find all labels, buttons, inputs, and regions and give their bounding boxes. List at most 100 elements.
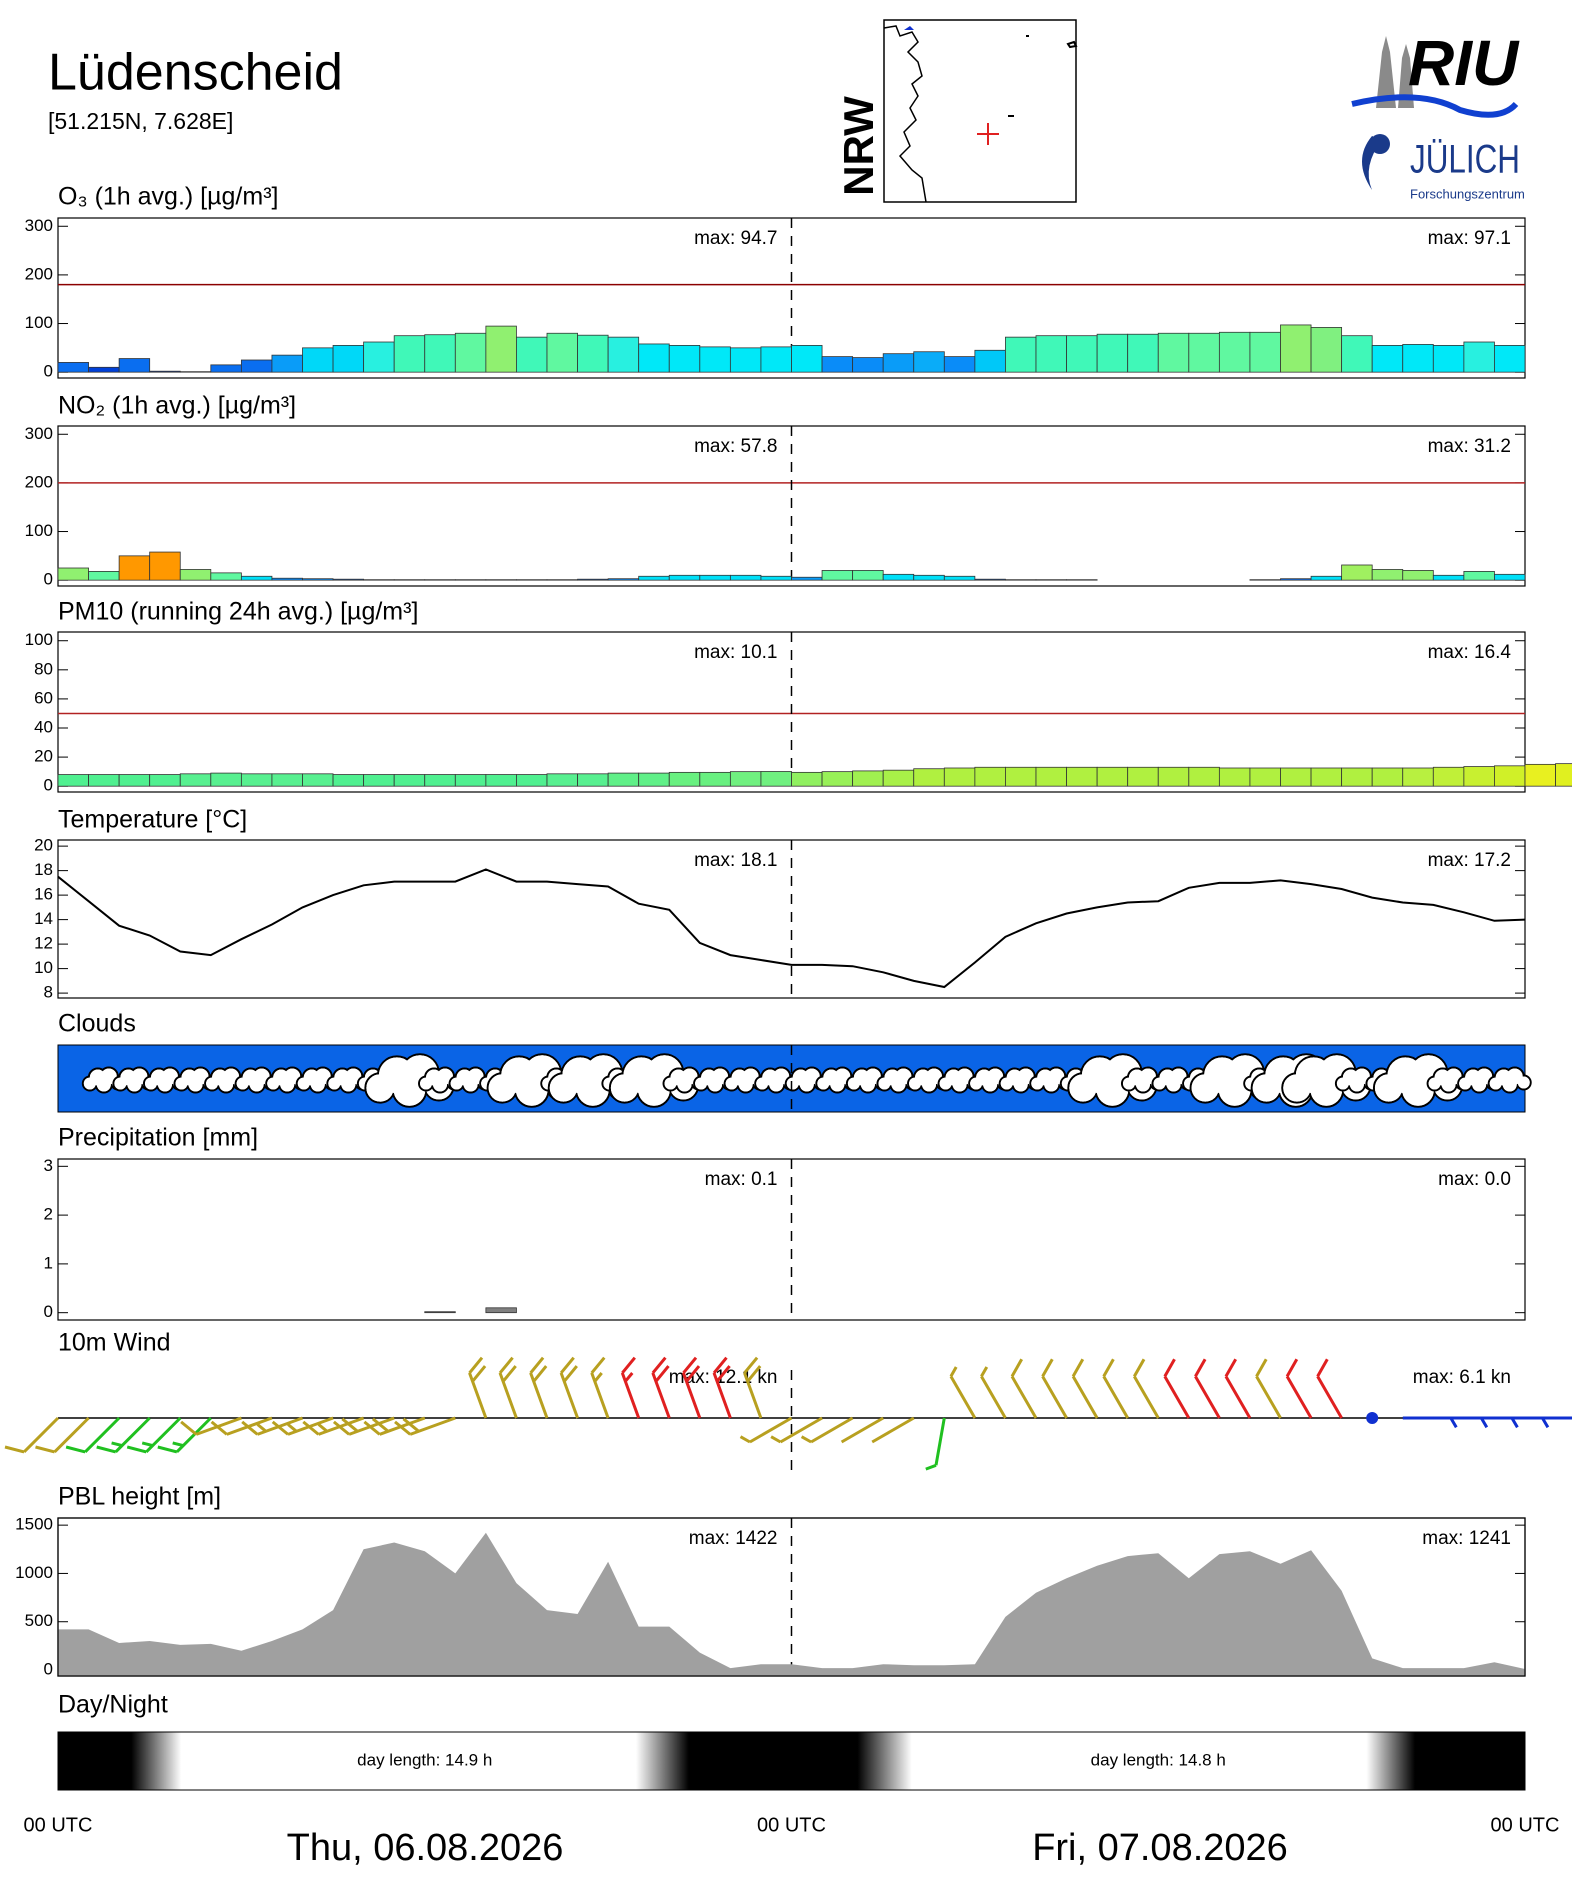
- y-tick-label: 60: [34, 688, 53, 707]
- cloud-fill: [515, 1074, 548, 1106]
- cloud-fill: [1310, 1074, 1343, 1106]
- bar: [638, 343, 670, 373]
- bar: [1555, 763, 1572, 787]
- max-label: max: 18.1: [694, 850, 777, 871]
- panel-title: Day/Night: [58, 1691, 168, 1719]
- cloud-fill: [1349, 1077, 1364, 1092]
- bar: [149, 551, 181, 581]
- bar: [57, 774, 89, 787]
- map-water: [904, 26, 914, 30]
- bar: [210, 772, 242, 787]
- cloud-fill: [280, 1077, 295, 1092]
- cloud-fill: [1096, 1074, 1129, 1106]
- y-tick-label: 300: [25, 216, 53, 235]
- bar: [1432, 345, 1465, 373]
- bar: [791, 576, 823, 581]
- bar: [577, 578, 609, 581]
- bar: [882, 769, 915, 787]
- bar: [240, 359, 273, 373]
- wind-barb: [394, 1416, 456, 1436]
- y-tick-label: 20: [34, 747, 53, 766]
- wind-barb: [529, 1356, 549, 1419]
- bar: [1402, 344, 1434, 373]
- y-tick-label: 0: [44, 776, 53, 795]
- cloud-fill: [127, 1077, 142, 1092]
- panel-title: O₃ (1h avg.) [µg/m³]: [58, 183, 278, 211]
- y-tick-label: 2: [44, 1205, 53, 1224]
- y-tick-label: 1500: [15, 1515, 53, 1534]
- y-tick-label: 10: [34, 958, 53, 977]
- bar: [118, 774, 151, 787]
- bar: [729, 771, 762, 787]
- y-tick-label: 200: [25, 264, 53, 283]
- bar: [454, 332, 487, 373]
- panel-title: NO₂ (1h avg.) [µg/m³]: [58, 392, 296, 420]
- y-tick-label: 16: [34, 885, 53, 904]
- bar: [1249, 767, 1281, 787]
- bar: [1463, 341, 1495, 373]
- y-tick-label: 12: [34, 934, 53, 953]
- bar: [149, 370, 181, 373]
- bar: [974, 578, 1006, 581]
- logo-julich: JÜLICH: [1410, 138, 1520, 182]
- max-label: max: 94.7: [694, 228, 777, 249]
- max-label: max: 10.1: [694, 642, 777, 663]
- cloud-icon: [486, 1053, 577, 1108]
- bar: [1402, 767, 1434, 787]
- wind-barb: [949, 1366, 977, 1419]
- cloud-fill: [188, 1077, 203, 1092]
- bar: [1402, 570, 1434, 581]
- y-tick-label: 40: [34, 717, 53, 736]
- logo-sub: Forschungszentrum: [1410, 186, 1525, 201]
- bar: [302, 347, 334, 373]
- wind-barb: [980, 1366, 1007, 1419]
- bar: [1096, 766, 1129, 787]
- cloud-icon: [754, 1066, 799, 1094]
- logo-dot: [1370, 134, 1390, 154]
- bar: [668, 771, 701, 787]
- bar: [1432, 766, 1465, 787]
- bar: [1494, 765, 1526, 787]
- bar: [546, 773, 578, 787]
- cloud-fill: [708, 1077, 723, 1092]
- cloud-icon: [723, 1066, 768, 1094]
- bar: [791, 771, 823, 787]
- bar: [699, 346, 731, 373]
- bar: [332, 345, 365, 373]
- y-tick-label: 500: [25, 1611, 53, 1630]
- max-label: max: 0.1: [705, 1169, 778, 1190]
- bar: [577, 334, 609, 373]
- bar: [1341, 335, 1373, 373]
- cloud-icon: [1281, 1053, 1372, 1108]
- wind-barb: [770, 1416, 823, 1444]
- logo-tower: [1376, 36, 1414, 108]
- bar: [118, 555, 151, 581]
- max-label: max: 31.2: [1428, 436, 1511, 457]
- y-tick-label: 1000: [15, 1563, 53, 1582]
- bar: [607, 336, 640, 373]
- cloud-fill: [219, 1077, 234, 1092]
- cloud-fill: [922, 1077, 937, 1092]
- logo-riu: RIU: [1408, 27, 1520, 99]
- bar: [760, 771, 792, 787]
- bar: [1494, 345, 1526, 373]
- wind-barb: [1224, 1358, 1252, 1419]
- bar: [913, 768, 945, 787]
- bar: [393, 335, 426, 373]
- cloud-fill: [952, 1077, 967, 1092]
- cloud-icon: [1487, 1066, 1532, 1094]
- bar: [852, 770, 884, 787]
- bar: [363, 774, 395, 787]
- bar: [302, 773, 334, 787]
- bar: [913, 351, 945, 373]
- wind-barb: [1010, 1358, 1038, 1419]
- bar: [852, 357, 884, 373]
- bar: [1463, 766, 1495, 787]
- bar: [271, 577, 303, 581]
- panel-title: Precipitation [mm]: [58, 1124, 258, 1152]
- bar: [210, 572, 242, 581]
- wind-barb: [1194, 1358, 1221, 1419]
- y-tick-label: 1: [44, 1253, 53, 1272]
- bar: [729, 347, 762, 373]
